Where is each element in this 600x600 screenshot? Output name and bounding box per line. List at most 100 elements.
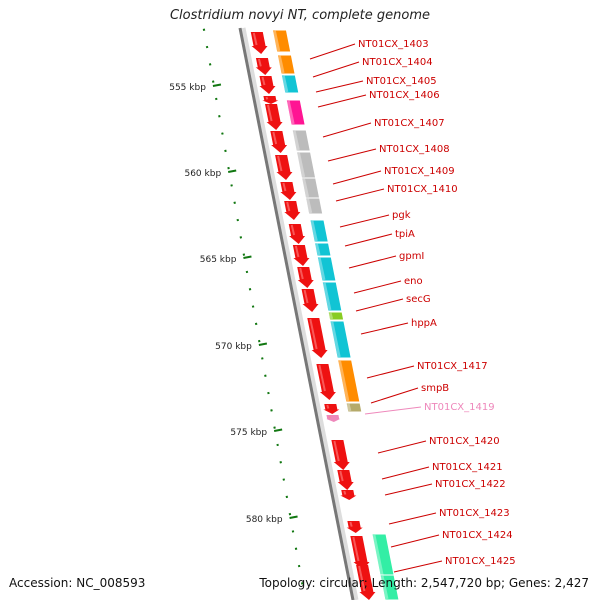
gene-label: smpB [421, 383, 449, 394]
gene-arrow [280, 182, 297, 200]
ruler-dot [294, 547, 298, 550]
ruler-dot [285, 495, 289, 499]
ruler-dot [211, 80, 215, 83]
leader-line [353, 280, 402, 294]
gene-arrow-shine [257, 58, 262, 67]
ruler-dot [291, 530, 295, 533]
ruler-dot [300, 582, 304, 585]
gene-label: NT01CX_1404 [362, 57, 433, 68]
ruler-tick [258, 342, 268, 346]
gene-arrow [259, 76, 276, 94]
leader-line [384, 483, 433, 496]
ruler-dot [233, 201, 236, 204]
gene-arrow-shine [272, 131, 278, 145]
ruler-dot [257, 339, 261, 343]
ruler-dot [270, 409, 273, 412]
ruler-dot [264, 374, 267, 377]
ruler-dot [254, 322, 258, 326]
leader-line [322, 122, 372, 138]
ruler-dot [236, 218, 239, 222]
function-box [329, 320, 352, 359]
gene-arrow-shine [277, 155, 283, 172]
ruler-dot [239, 236, 243, 239]
function-box [280, 74, 300, 94]
ruler-dot [221, 132, 224, 135]
function-box-highlight [281, 75, 289, 93]
gene-arrow-shine [290, 224, 296, 236]
gene-arrow [255, 58, 272, 75]
function-box-highlight [380, 575, 389, 600]
ruler-tick [243, 255, 252, 259]
function-box-highlight [310, 220, 318, 242]
gene-arrow-shine [358, 565, 366, 592]
gene-arrow-shine [309, 318, 318, 350]
gene-arrow-shine [339, 470, 344, 482]
function-box-highlight [272, 30, 281, 52]
ruler-dot [202, 28, 206, 31]
gene-arrow-shine [303, 289, 309, 304]
ruler-tick-label: 575 kbp [230, 428, 267, 438]
gene-arrow [326, 415, 341, 422]
leader-line [381, 466, 430, 480]
ruler-dot [267, 391, 270, 395]
function-box-highlight [306, 198, 313, 214]
gene-label: NT01CX_1423 [439, 508, 510, 519]
function-box-highlight [330, 321, 341, 358]
gene-arrow-shine [328, 415, 332, 419]
leader-line [332, 170, 382, 185]
function-box-highlight [302, 178, 310, 198]
gene-arrow [340, 490, 357, 500]
leader-line [312, 61, 360, 78]
ruler-dot [224, 149, 227, 153]
scale-ticks: 555 kbp 560 kbp 565 kbp 570 kbp 575 kbp 580 k… [169, 83, 298, 525]
leader-line [315, 80, 364, 93]
function-box [271, 29, 292, 53]
leader-line [390, 534, 440, 548]
gene-arrow [323, 404, 340, 414]
gene-label: hppA [411, 318, 437, 329]
leader-line [388, 512, 437, 525]
gene-label: secG [406, 294, 431, 305]
function-box-highlight [292, 130, 300, 151]
gene-arrow-shine [299, 267, 304, 280]
gene-arrow-shine [352, 536, 360, 562]
gene-arrow-shine [349, 521, 353, 527]
ruler-dot [297, 564, 301, 568]
ruler-dot [205, 45, 209, 49]
label-leader-lines [309, 43, 443, 573]
ruler-tick-label: 580 kbp [246, 515, 283, 525]
function-box-highlight [317, 257, 326, 281]
ruler-dot [242, 253, 246, 256]
ruler-dot [276, 443, 279, 447]
function-box-highlight [328, 312, 334, 320]
gene-label: NT01CX_1419 [424, 402, 495, 413]
backbone-shadow [240, 27, 359, 600]
function-box-highlight [277, 55, 285, 74]
gene-label: NT01CX_1424 [442, 530, 513, 541]
ruler-tick [212, 83, 222, 87]
gene-arrow-shine [265, 96, 269, 100]
gene-arrow-shine [333, 440, 340, 462]
leader-line [360, 322, 409, 335]
gene-arrow-shine [282, 182, 287, 192]
function-color-track [271, 29, 400, 600]
ruler-tick [289, 515, 298, 519]
ruler-dot [288, 512, 292, 516]
ruler-dot [218, 115, 221, 118]
function-box [327, 311, 345, 321]
function-box [291, 129, 311, 152]
scale-ruler [202, 28, 304, 585]
leader-line [355, 298, 404, 312]
gene-label: NT01CX_1425 [445, 556, 516, 567]
gene-arrow-shine [252, 32, 258, 46]
gene-label: NT01CX_1403 [358, 39, 429, 50]
ruler-dot [273, 426, 276, 429]
leader-line [393, 560, 443, 573]
function-box [309, 219, 329, 243]
gene-label: NT01CX_1420 [429, 436, 500, 447]
ruler-dot [227, 166, 230, 170]
gene-arrow-shine [343, 490, 347, 495]
ruler-dot [248, 288, 252, 291]
gene-arrow-shine [318, 364, 326, 392]
